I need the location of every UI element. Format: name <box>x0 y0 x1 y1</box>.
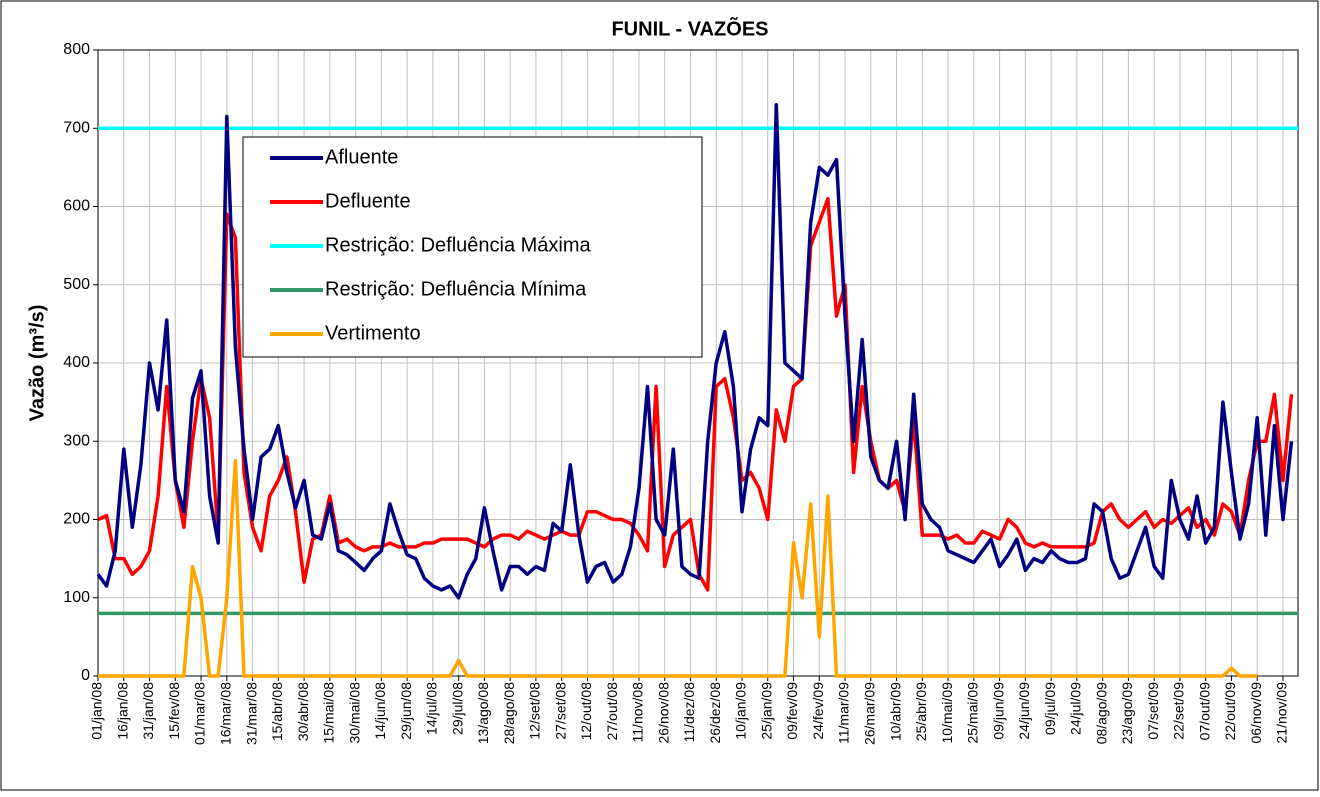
y-tick-label: 100 <box>63 589 90 606</box>
x-tick-label: 10/jan/09 <box>733 682 749 740</box>
x-tick-label: 21/nov/09 <box>1274 682 1290 744</box>
x-tick-label: 23/ago/09 <box>1119 682 1135 744</box>
x-tick-label: 26/nov/08 <box>655 682 671 744</box>
x-tick-label: 24/jul/09 <box>1068 682 1084 735</box>
y-tick-label: 300 <box>63 432 90 449</box>
x-tick-label: 09/jun/09 <box>990 682 1006 740</box>
legend-label: Afluente <box>325 146 398 168</box>
x-tick-label: 16/jan/08 <box>114 682 130 740</box>
x-tick-label: 15/mai/08 <box>321 682 337 744</box>
x-tick-label: 25/jan/09 <box>758 682 774 740</box>
x-tick-label: 26/dez/08 <box>707 682 723 744</box>
x-tick-label: 08/ago/09 <box>1093 682 1109 744</box>
y-axis-label: Vazão (m³/s) <box>26 305 48 422</box>
x-tick-label: 30/abr/08 <box>295 682 311 741</box>
x-tick-label: 29/jun/08 <box>398 682 414 740</box>
x-tick-label: 15/fev/08 <box>166 682 182 740</box>
legend-label: Restrição: Defluência Mínima <box>325 278 587 300</box>
y-tick-label: 800 <box>63 41 90 58</box>
legend-label: Restrição: Defluência Máxima <box>325 234 592 256</box>
x-tick-label: 12/out/08 <box>578 682 594 741</box>
x-tick-label: 22/set/09 <box>1171 682 1187 740</box>
x-tick-label: 31/jan/08 <box>140 682 156 740</box>
x-tick-label: 11/mar/09 <box>836 682 852 744</box>
x-tick-label: 11/dez/08 <box>681 682 697 743</box>
x-tick-label: 22/out/09 <box>1222 682 1238 741</box>
x-tick-label: 28/ago/08 <box>501 682 517 744</box>
x-tick-label: 06/nov/09 <box>1248 682 1264 744</box>
x-tick-label: 12/set/08 <box>527 682 543 740</box>
y-tick-label: 400 <box>63 354 90 371</box>
y-tick-label: 700 <box>63 119 90 136</box>
y-tick-label: 0 <box>81 667 90 684</box>
x-tick-label: 16/mar/08 <box>218 682 234 745</box>
x-tick-label: 07/out/09 <box>1196 682 1212 741</box>
x-tick-label: 14/jul/08 <box>424 682 440 735</box>
data-line <box>98 459 1258 678</box>
chart-title: FUNIL - VAZÕES <box>611 16 768 40</box>
x-tick-label: 31/mar/08 <box>243 682 259 745</box>
x-tick-label: 24/jun/09 <box>1016 682 1032 740</box>
x-tick-label: 10/mai/09 <box>939 682 955 744</box>
y-tick-label: 500 <box>63 276 90 293</box>
x-tick-label: 24/fev/09 <box>810 682 826 740</box>
x-tick-label: 01/jan/08 <box>89 682 105 740</box>
data-line <box>96 103 1294 600</box>
x-tick-label: 30/mai/08 <box>346 682 362 744</box>
x-tick-label: 15/abr/08 <box>269 682 285 741</box>
x-tick-label: 27/out/08 <box>604 682 620 741</box>
x-tick-label: 13/ago/08 <box>475 682 491 744</box>
x-tick-label: 09/jul/09 <box>1042 682 1058 735</box>
legend-label: Defluente <box>325 190 411 212</box>
x-tick-label: 07/set/09 <box>1145 682 1161 740</box>
x-tick-label: 26/mar/09 <box>862 682 878 745</box>
x-tick-label: 25/abr/09 <box>913 682 929 741</box>
legend-label: Vertimento <box>325 322 421 344</box>
x-tick-label: 01/mar/08 <box>192 682 208 745</box>
x-tick-label: 09/fev/09 <box>784 682 800 740</box>
x-tick-label: 27/set/08 <box>552 682 568 740</box>
x-tick-label: 25/mai/09 <box>965 682 981 744</box>
y-tick-label: 200 <box>63 511 90 528</box>
x-tick-label: 10/abr/09 <box>887 682 903 741</box>
x-tick-label: 14/jun/08 <box>372 682 388 740</box>
x-tick-label: 29/jul/08 <box>449 682 465 735</box>
y-tick-label: 600 <box>63 198 90 215</box>
x-tick-label: 11/nov/08 <box>630 682 646 743</box>
data-line <box>97 196 1294 592</box>
